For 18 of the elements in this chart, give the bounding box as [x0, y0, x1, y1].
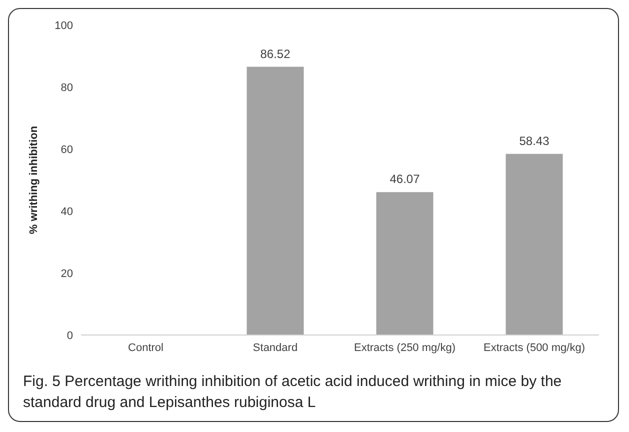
y-tick-label: 100 — [54, 20, 73, 32]
data-label: 86.52 — [260, 46, 291, 61]
y-tick-label: 20 — [60, 268, 73, 280]
x-tick-label: Standard — [252, 342, 298, 354]
y-tick-label: 0 — [66, 330, 73, 342]
x-tick-label: Extracts (500 mg/kg) — [484, 342, 585, 354]
y-axis-title: % writhing inhibition — [28, 126, 40, 234]
bar — [506, 154, 563, 335]
caption: Fig. 5 Percentage writhing inhibition of acetic acid induced writhing in mice by the standard drug and Lepisanthes rubiginosa L — [23, 372, 563, 413]
x-tick-label: Extracts (250 mg/kg) — [354, 342, 456, 354]
y-tick-label: 60 — [60, 144, 73, 156]
x-tick-label: Control — [128, 342, 164, 354]
y-tick-label: 80 — [60, 82, 73, 94]
bar — [246, 66, 304, 335]
data-label: 46.07 — [390, 172, 420, 186]
bar — [376, 192, 434, 335]
y-tick-label: 40 — [60, 206, 73, 218]
data-label: 58.43 — [519, 134, 550, 148]
